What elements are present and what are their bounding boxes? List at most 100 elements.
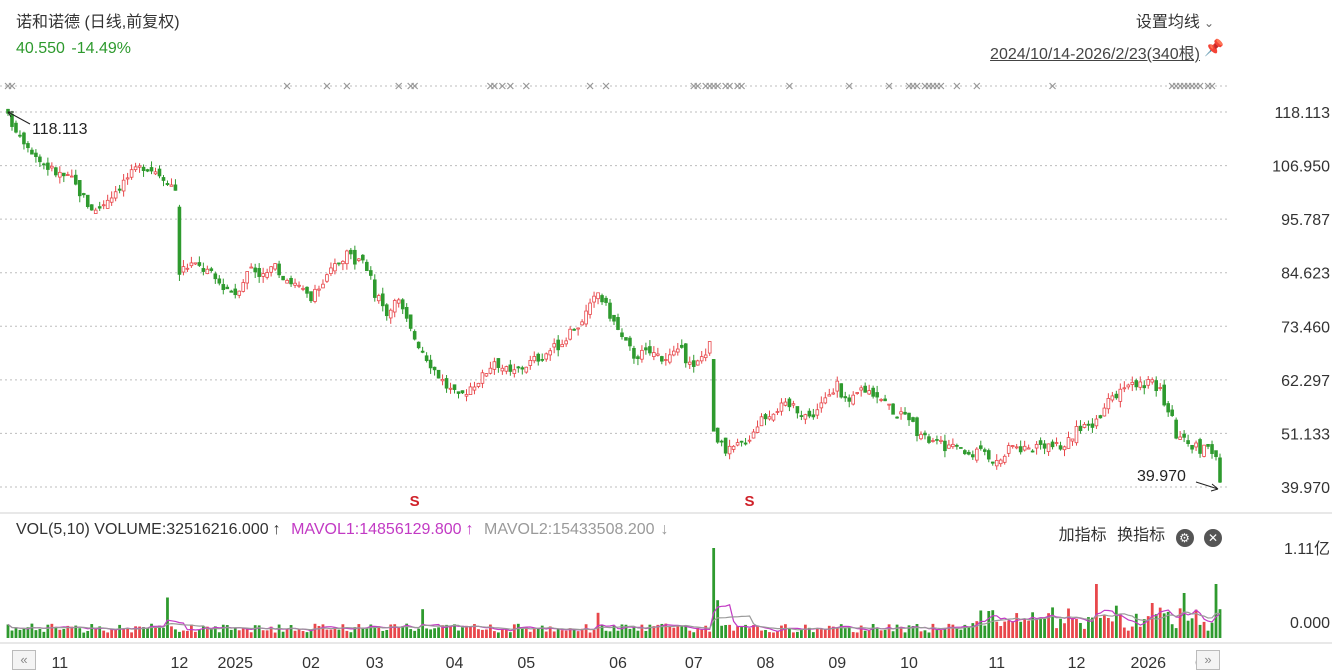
candle-body (855, 392, 859, 394)
add-indicator-button[interactable]: 加指标 (1058, 527, 1107, 544)
candle-body (568, 328, 572, 340)
candle-body (747, 439, 752, 442)
event-marker-icon (490, 82, 498, 90)
candle-body (994, 460, 999, 467)
low-arrow-icon (1195, 481, 1219, 492)
candle-body (376, 295, 381, 302)
volume-bar (98, 626, 102, 638)
price-tick-label: 62.297 (1281, 373, 1330, 390)
candle-body (743, 442, 748, 445)
candle-body (38, 156, 42, 163)
volume-bar (1035, 619, 1038, 638)
volume-bar (1154, 614, 1158, 638)
scroll-right-button[interactable]: » (1196, 650, 1220, 670)
volume-bar (86, 630, 90, 638)
volume-bar (178, 631, 181, 638)
volume-bar (46, 624, 50, 638)
candle-body (632, 347, 636, 359)
candle-body (213, 273, 218, 280)
volume-bar (712, 548, 716, 638)
volume-bar (253, 625, 257, 638)
event-marker-icon (283, 82, 291, 90)
candle-body (883, 398, 887, 402)
candle-body (815, 409, 820, 416)
volume-bar (82, 632, 86, 638)
volume-bar (170, 626, 173, 638)
pin-icon[interactable]: 📌 (1204, 40, 1224, 57)
volume-bar (716, 600, 720, 638)
volume-bar (819, 629, 823, 638)
candle-body (1154, 380, 1159, 392)
candle-body (1202, 444, 1206, 457)
time-tick-label: 02 (302, 655, 320, 672)
volume-bar (1075, 618, 1078, 638)
volume-bar (1047, 613, 1050, 638)
candle-body (1074, 426, 1079, 444)
candle-body (640, 349, 644, 360)
volume-bar (373, 626, 377, 638)
candle-body (472, 386, 477, 391)
price-summary: 40.550 -14.49% (16, 40, 133, 58)
volume-bar (114, 629, 118, 638)
gear-icon[interactable]: ⚙ (1175, 529, 1194, 547)
candle-body (707, 341, 712, 354)
volume-bar (1079, 622, 1082, 638)
volume-bar (241, 627, 245, 638)
candle-body (109, 197, 114, 203)
candle-body (672, 350, 676, 356)
candle-body (668, 354, 672, 363)
candle-body (652, 352, 656, 357)
ma-setting-dropdown[interactable]: 设置均线 ⌄ (1136, 8, 1214, 32)
candle-body (1122, 387, 1127, 390)
date-range-link[interactable]: 2024/10/14-2026/2/23(340根) (990, 46, 1200, 63)
event-markers-row (4, 82, 1216, 90)
volume-bar (883, 629, 887, 638)
volume-bar (485, 629, 488, 638)
candle-body (484, 373, 489, 377)
volume-bar (660, 623, 664, 638)
volume-bar (1023, 618, 1027, 638)
candle-body (257, 268, 261, 277)
volume-bar (999, 626, 1003, 638)
scroll-left-button[interactable]: « (12, 650, 36, 670)
candle-body (365, 261, 369, 272)
candle-body (771, 413, 776, 421)
volume-bar (277, 624, 281, 638)
volume-bar (186, 630, 189, 638)
volume-bar (1186, 620, 1190, 638)
volume-axis: 1.11亿 0.000 (1284, 540, 1330, 632)
volume-bar (481, 629, 484, 638)
candle-body (851, 394, 856, 405)
volume-bar (903, 632, 907, 638)
candle-body (504, 366, 509, 372)
volume-bar (190, 624, 193, 638)
volume-bar (449, 626, 452, 638)
candle-body (887, 403, 891, 406)
mavol1-arrow: ↑ (465, 521, 474, 538)
candle-body (113, 191, 118, 199)
volume-bar (393, 624, 397, 638)
volume-bar (963, 624, 967, 638)
volume-bar (1051, 607, 1054, 638)
volume-bar (1174, 628, 1178, 638)
candle-body (1102, 407, 1107, 417)
volume-bar (138, 626, 141, 638)
candle-body (1022, 445, 1027, 451)
candle-body (1142, 385, 1147, 389)
volume-bar (827, 625, 831, 638)
volume-bar (261, 630, 265, 638)
volume-bar (58, 629, 62, 638)
volume-bar (664, 623, 668, 638)
candle-body (169, 184, 174, 187)
volume-bar (1138, 626, 1142, 638)
volume-bar (995, 621, 999, 638)
candle-body (321, 283, 325, 289)
switch-indicator-button[interactable]: 换指标 (1117, 527, 1166, 544)
candle-body (229, 290, 234, 293)
candle-body (281, 275, 285, 281)
candle-body (751, 431, 756, 439)
low-annotation: 39.970 (1137, 468, 1186, 485)
close-icon[interactable]: ✕ (1204, 529, 1222, 547)
candle-body (345, 250, 349, 265)
